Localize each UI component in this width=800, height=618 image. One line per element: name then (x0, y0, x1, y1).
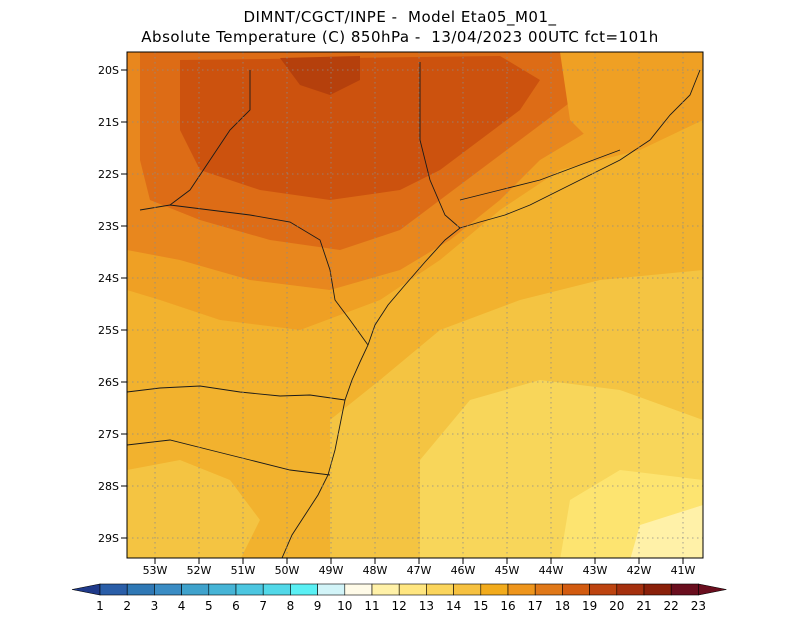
map-grid (127, 52, 703, 558)
colorbar-label: 20 (609, 599, 624, 613)
colorbar-box (589, 583, 618, 596)
colorbar-box (398, 583, 427, 596)
colorbar-boxes (71, 583, 727, 596)
colorbar-box (290, 583, 318, 596)
colorbar-label: 19 (582, 599, 597, 613)
colorbar-box (344, 583, 373, 596)
colorbar-box (154, 583, 182, 596)
colorbar-box (208, 583, 237, 596)
lat-label: 23S (98, 220, 119, 233)
colorbar-label: 17 (528, 599, 543, 613)
colorbar-label: 4 (178, 599, 186, 613)
state-border-sp-mg (419, 62, 461, 229)
colorbar-label: 6 (232, 599, 240, 613)
lon-label: 49W (319, 564, 344, 577)
map-title-line-1: DIMNT/CGCT/INPE - Model Eta05_M01_ (243, 8, 557, 26)
colorbar-box (371, 583, 400, 596)
colorbar-box (453, 583, 482, 596)
lat-label: 26S (98, 376, 119, 389)
lat-axis: 20S 21S 22S 23S 24S 25S 26S 27S 28S 29S (98, 64, 127, 545)
lon-label: 45W (495, 564, 520, 577)
colorbar-arrow-high (698, 583, 727, 596)
lat-label: 24S (98, 272, 119, 285)
colorbar-label: 10 (337, 599, 352, 613)
field-region-west-south (127, 460, 260, 558)
colorbar-label: 13 (419, 599, 434, 613)
colorbar-box (670, 583, 699, 596)
colorbar-box (181, 583, 210, 596)
colorbar-box (426, 583, 454, 596)
colorbar-box (262, 583, 291, 596)
lon-label: 41W (671, 564, 696, 577)
state-border-sp-pr (139, 204, 369, 346)
lat-label: 21S (98, 116, 119, 129)
field-region-corner (630, 505, 703, 558)
lat-label: 28S (98, 480, 119, 493)
colorbar-label: 22 (664, 599, 679, 613)
colorbar-box (643, 583, 672, 596)
colorbar-label: 15 (473, 599, 488, 613)
lon-label: 48W (363, 564, 388, 577)
colorbar-label: 11 (364, 599, 379, 613)
colorbar-arrow-low (71, 583, 101, 596)
lon-label: 51W (231, 564, 256, 577)
colorbar-box (235, 583, 264, 596)
lon-label: 52W (187, 564, 212, 577)
map-frame (126, 51, 704, 559)
lat-label: 27S (98, 428, 119, 441)
temperature-field (127, 52, 703, 558)
lon-label: 44W (539, 564, 564, 577)
coastline (281, 69, 701, 558)
lat-label: 20S (98, 64, 119, 77)
state-border-pr-sc (127, 385, 346, 401)
colorbar-label: 2 (123, 599, 131, 613)
colorbar-label: 3 (151, 599, 159, 613)
lon-axis: 53W 52W 51W 50W 49W 48W 47W 46W 45W 44W … (143, 558, 696, 577)
colorbar-label: 9 (314, 599, 322, 613)
lon-label: 53W (143, 564, 168, 577)
colorbar-labels: 1 2 3 4 5 6 7 8 9 10 11 12 13 14 15 16 17 18 19 20 21 22 23 (96, 599, 706, 613)
colorbar-label: 23 (691, 599, 706, 613)
lat-label: 25S (98, 324, 119, 337)
field-region-east-coast (560, 52, 703, 150)
field-region-interior-core (180, 56, 540, 200)
colorbar-label: 14 (446, 599, 461, 613)
lon-label: 46W (451, 564, 476, 577)
colorbar-label: 1 (96, 599, 104, 613)
colorbar-box (616, 583, 645, 596)
state-border-ms-sp (169, 70, 251, 206)
colorbar-label: 16 (500, 599, 515, 613)
colorbar-box (562, 583, 590, 596)
lon-label: 50W (275, 564, 300, 577)
colorbar-box (126, 583, 155, 596)
colorbar-box (534, 583, 563, 596)
lon-label: 42W (627, 564, 652, 577)
state-border-mg-rj (459, 149, 621, 201)
lon-label: 47W (407, 564, 432, 577)
lon-label: 43W (583, 564, 608, 577)
colorbar-box (99, 583, 128, 596)
colorbar-box (507, 583, 536, 596)
colorbar-box (317, 583, 346, 596)
state-border-sc-rs (127, 439, 331, 476)
map-title-line-2: Absolute Temperature (C) 850hPa - 13/04/… (141, 28, 659, 46)
colorbar-label: 12 (392, 599, 407, 613)
colorbar-label: 5 (205, 599, 213, 613)
coastline-and-borders (127, 62, 701, 558)
colorbar-label: 8 (287, 599, 295, 613)
colorbar-box (480, 583, 509, 596)
colorbar-label: 7 (259, 599, 267, 613)
colorbar-label: 18 (555, 599, 570, 613)
field-region-hotspot (280, 56, 360, 95)
colorbar-label: 21 (636, 599, 651, 613)
lat-label: 29S (98, 532, 119, 545)
lat-label: 22S (98, 168, 119, 181)
